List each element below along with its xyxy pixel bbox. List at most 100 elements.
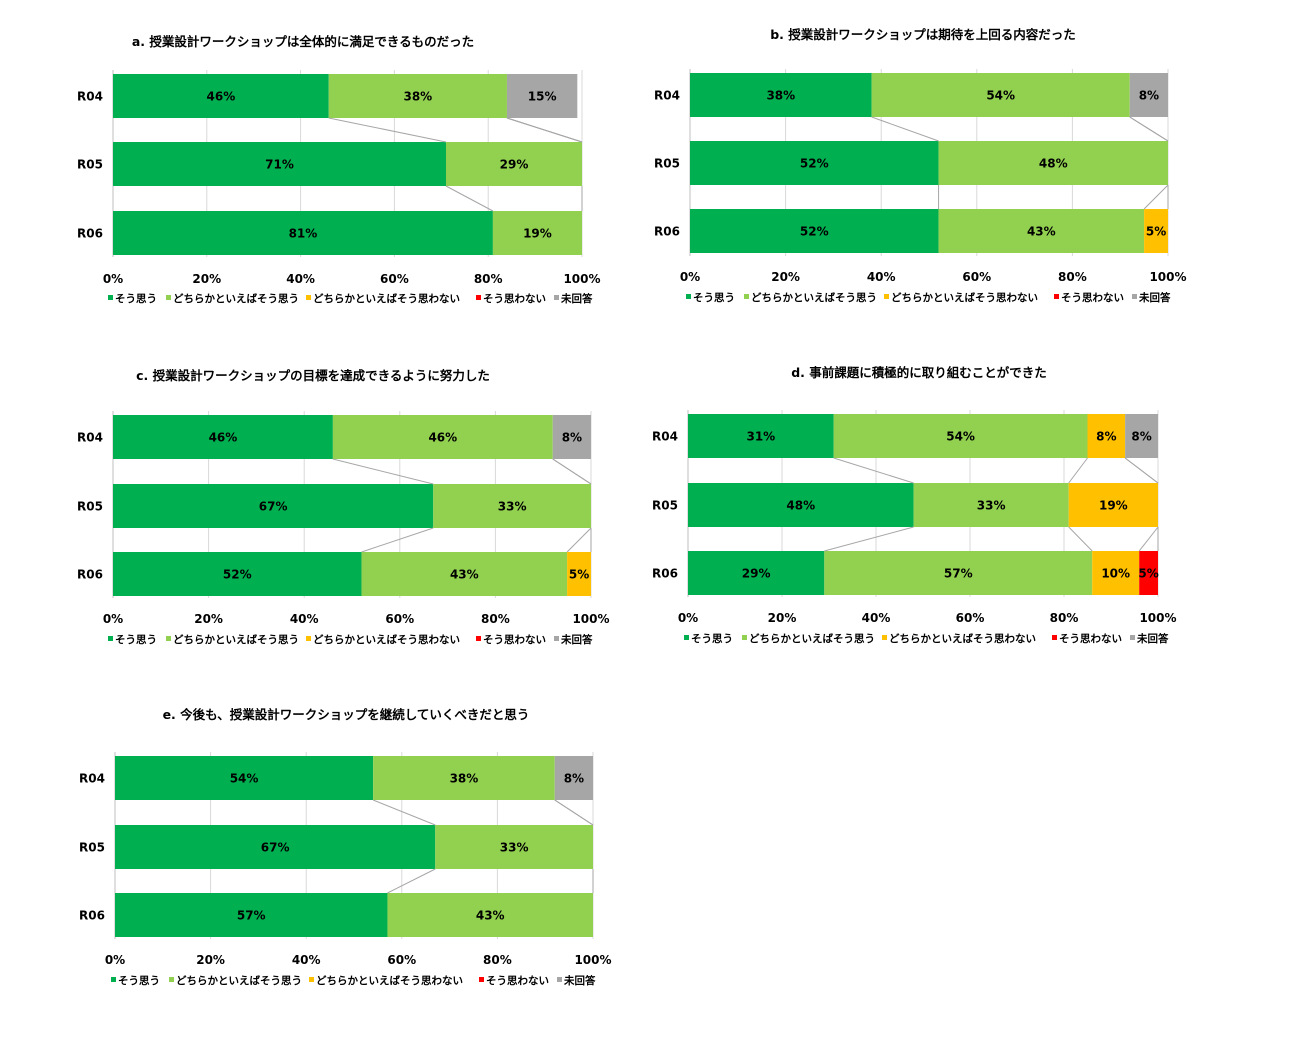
category-label: R04 xyxy=(79,772,105,786)
bar-segment xyxy=(433,484,591,528)
legend-swatch xyxy=(742,635,747,640)
legend-entry: どちらかといえばそう思う xyxy=(749,632,875,645)
legend-entry: そう思わない xyxy=(1061,292,1124,304)
data-label: 31% xyxy=(746,430,775,444)
legend-entry: そう思わない xyxy=(1059,633,1122,645)
bar-segment xyxy=(688,551,825,595)
legend-entry: そう思わない xyxy=(483,293,546,305)
legend-swatch xyxy=(884,294,889,299)
tick-label: 40% xyxy=(292,953,321,967)
bar-segment xyxy=(445,142,582,186)
series-line xyxy=(554,799,594,826)
legend-entry: そう思う xyxy=(115,293,157,305)
chart-b: b. 授業設計ワークショップは期待を上回る内容だった 38% 54% 8% R04 52%… xyxy=(654,27,1186,304)
tick-label: 20% xyxy=(768,611,797,625)
legend-entry: そう思わない xyxy=(483,634,546,646)
category-label: R06 xyxy=(77,568,103,582)
legend-swatch xyxy=(1052,635,1057,640)
legend-entry: どちらかといえばそう思わない xyxy=(891,291,1038,304)
bar-segment xyxy=(690,209,939,253)
data-label: 5% xyxy=(1138,567,1158,581)
tick-label: 40% xyxy=(862,611,891,625)
tick-label: 100% xyxy=(563,272,600,286)
legend-swatch xyxy=(554,295,559,300)
bar-segment xyxy=(1068,483,1158,527)
chart-title: c. 授業設計ワークショップの目標を達成できるように努力した xyxy=(136,368,490,383)
bar-segment xyxy=(833,414,1088,458)
legend-entry: どちらかといえばそう思う xyxy=(176,974,302,987)
tick-label: 60% xyxy=(385,612,414,626)
data-label: 52% xyxy=(223,568,252,582)
data-label: 33% xyxy=(977,499,1006,513)
legend-swatch xyxy=(306,295,311,300)
data-label: 8% xyxy=(1096,430,1116,444)
bar-segment xyxy=(115,825,436,869)
series-line xyxy=(566,527,592,553)
legend-entry: そう思う xyxy=(115,634,157,646)
bar-segment xyxy=(688,483,914,527)
legend-swatch xyxy=(111,977,116,982)
legend-swatch xyxy=(882,635,887,640)
bar-segment xyxy=(824,551,1093,595)
legend-entry: どちらかといえばそう思わない xyxy=(316,974,463,987)
legend-swatch xyxy=(306,636,311,641)
legend-entry: そう思う xyxy=(693,292,735,304)
category-label: R06 xyxy=(654,225,680,239)
data-label: 48% xyxy=(786,499,815,513)
legend-swatch xyxy=(108,295,113,300)
legend-entry: 未回答 xyxy=(1136,632,1169,645)
legend-entry: そう思う xyxy=(691,633,733,645)
tick-label: 60% xyxy=(956,611,985,625)
data-label: 10% xyxy=(1101,567,1130,581)
data-label: 81% xyxy=(289,227,318,241)
tick-label: 0% xyxy=(103,272,123,286)
bar-segment xyxy=(1129,73,1168,117)
bar-segment xyxy=(554,756,593,800)
legend-entry: そう思う xyxy=(118,975,160,987)
tick-label: 0% xyxy=(105,953,125,967)
bar-segment xyxy=(113,552,362,596)
legend-entry: どちらかといえばそう思わない xyxy=(889,632,1036,645)
bar-segment xyxy=(690,73,872,117)
legend-swatch xyxy=(557,977,562,982)
tick-label: 80% xyxy=(481,612,510,626)
data-label: 71% xyxy=(265,158,294,172)
tick-label: 100% xyxy=(572,612,609,626)
data-label: 67% xyxy=(261,841,290,855)
bar-segment xyxy=(1144,209,1168,253)
data-label: 19% xyxy=(523,227,552,241)
legend-swatch xyxy=(166,636,171,641)
bar-segment xyxy=(1139,551,1158,595)
bar-segment xyxy=(567,552,591,596)
series-line xyxy=(871,116,939,142)
tick-label: 40% xyxy=(286,272,315,286)
legend-swatch xyxy=(476,295,481,300)
chart-e: e. 今後も、授業設計ワークショップを継続していくべきだと思う 54% 38% 8% R… xyxy=(79,707,611,987)
tick-label: 80% xyxy=(483,953,512,967)
data-label: 33% xyxy=(500,841,529,855)
series-line xyxy=(1143,184,1169,210)
category-label: R06 xyxy=(77,227,103,241)
legend-swatch xyxy=(684,635,689,640)
data-label: 38% xyxy=(450,772,479,786)
bar-segment xyxy=(938,141,1168,185)
data-label: 5% xyxy=(569,568,589,582)
data-label: 33% xyxy=(498,500,527,514)
category-label: R04 xyxy=(654,89,680,103)
bar-segment xyxy=(492,211,582,255)
bar-segment xyxy=(113,415,333,459)
data-label: 54% xyxy=(230,772,259,786)
chart-title: e. 今後も、授業設計ワークショップを継続していくべきだと思う xyxy=(163,707,530,722)
tick-label: 60% xyxy=(962,270,991,284)
bar-segment xyxy=(690,141,939,185)
data-label: 54% xyxy=(986,89,1015,103)
category-label: R05 xyxy=(652,499,678,513)
chart-d: d. 事前課題に積極的に取り組むことができた 31% 54% 8% 8% R04 48% 33… xyxy=(652,365,1176,645)
bar-segment xyxy=(387,893,593,937)
bar-segment xyxy=(871,73,1130,117)
series-line xyxy=(552,458,592,485)
bar-segment xyxy=(913,483,1069,527)
legend-swatch xyxy=(1132,294,1137,299)
series-line xyxy=(1124,457,1159,484)
data-label: 19% xyxy=(1099,499,1128,513)
